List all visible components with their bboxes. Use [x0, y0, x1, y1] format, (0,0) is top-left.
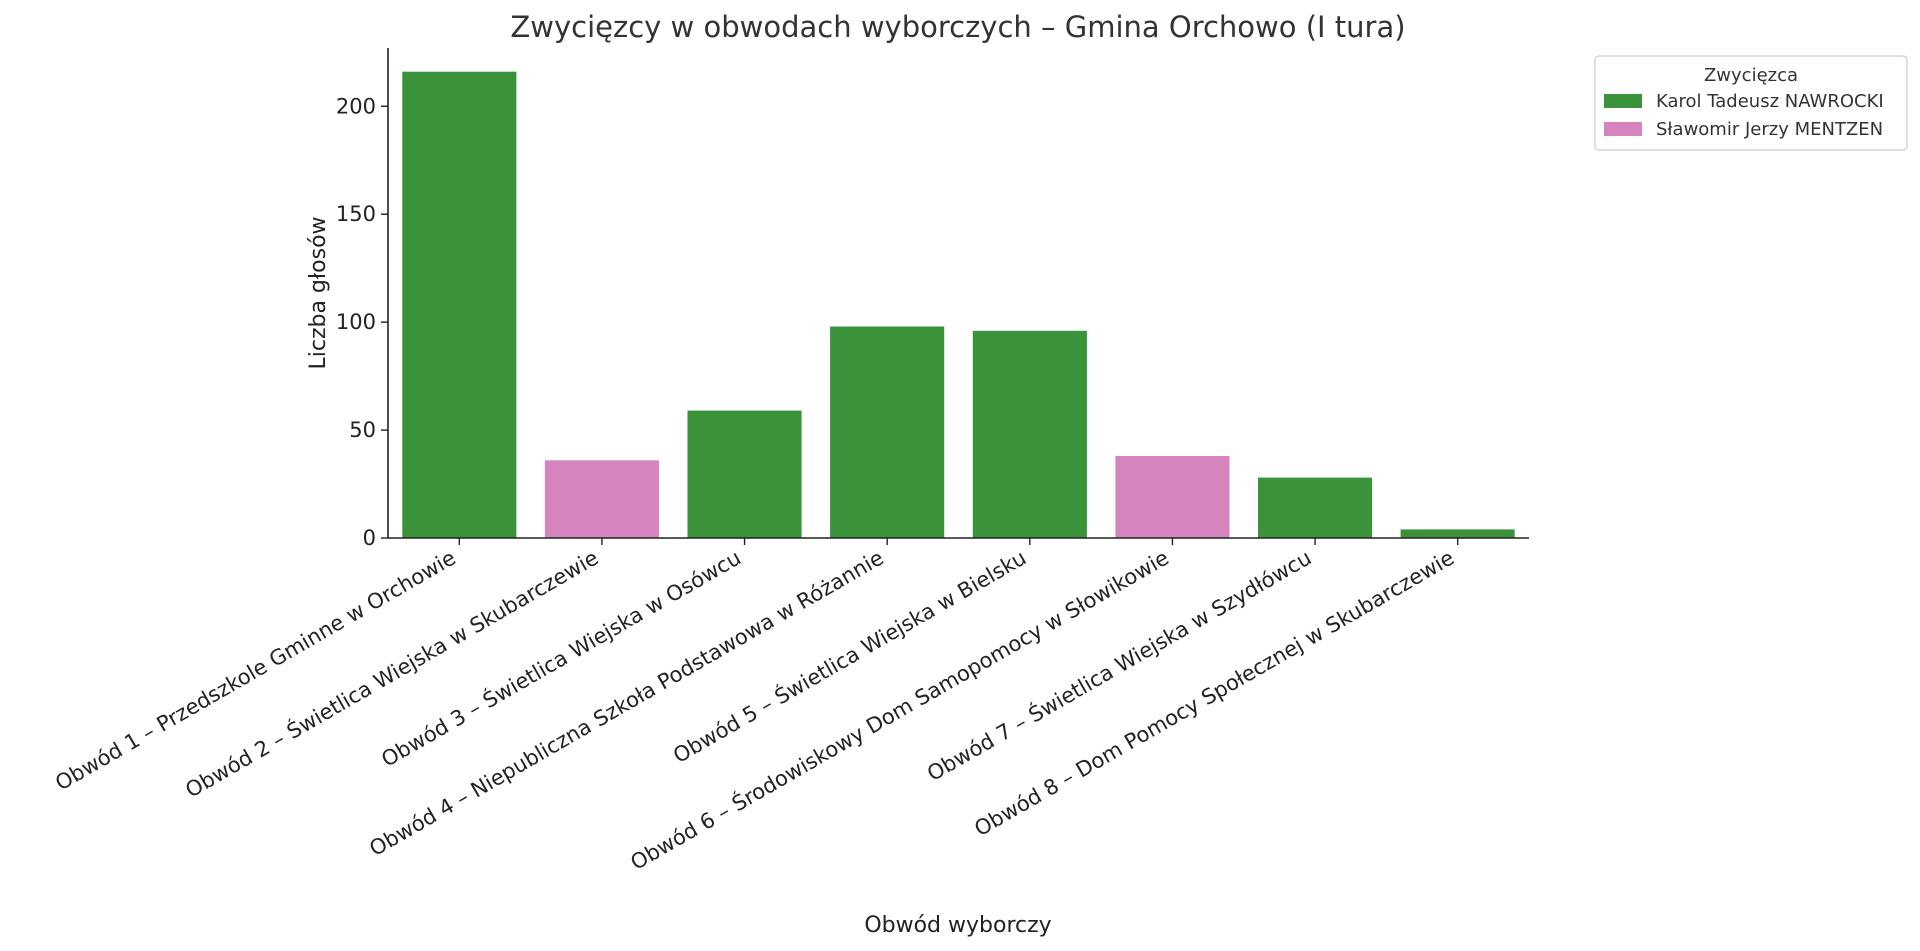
- legend-entry-label: Sławomir Jerzy MENTZEN: [1656, 119, 1883, 140]
- legend-entry-label: Karol Tadeusz NAWROCKI: [1656, 91, 1884, 112]
- x-category-label: Obwód 4 – Niepubliczna Szkoła Podstawowa…: [365, 546, 887, 861]
- y-tick-label: 200: [336, 94, 376, 118]
- legend-swatch: [1604, 94, 1642, 108]
- y-tick-label: 50: [349, 418, 376, 442]
- x-axis-ticks: Obwód 1 – Przedszkole Gminne w OrchowieO…: [51, 538, 1459, 875]
- legend-frame: [1594, 55, 1908, 151]
- bar-obwod-1: [402, 71, 517, 538]
- y-tick-label: 150: [336, 202, 376, 226]
- bar-obwod-2: [544, 460, 659, 538]
- bar-obwod-4: [830, 326, 945, 538]
- y-axis-label: Liczba głosów: [306, 216, 331, 369]
- bar-obwod-8: [1400, 529, 1515, 538]
- x-category-label: Obwód 6 – Środowiskowy Dom Samopomocy w …: [626, 545, 1173, 875]
- plot-area: 0 50 100 150 200 Obwód 1 – Przedszkole Gminn…: [51, 48, 1529, 875]
- bar-obwod-6: [1115, 456, 1230, 538]
- bar-obwod-3: [687, 410, 802, 538]
- legend-swatch: [1604, 122, 1642, 136]
- x-category-label: Obwód 8 – Dom Pomocy Społecznej w Skubar…: [970, 546, 1458, 842]
- legend-items: Karol Tadeusz NAWROCKI Sławomir Jerzy MEN…: [1604, 91, 1884, 140]
- chart-title: Zwycięzcy w obwodach wyborczych – Gmina …: [510, 10, 1405, 44]
- legend-title: Zwycięzca: [1704, 65, 1798, 86]
- x-axis-label: Obwód wyborczy: [864, 913, 1051, 938]
- y-tick-label: 0: [363, 526, 376, 550]
- y-tick-label: 100: [336, 310, 376, 334]
- y-axis-ticks: 0 50 100 150 200: [336, 94, 388, 550]
- bar-obwod-5: [972, 330, 1087, 538]
- legend: Zwycięzca Karol Tadeusz NAWROCKI Sławomir…: [1594, 55, 1908, 151]
- bars-group: [402, 71, 1515, 538]
- bar-obwod-7: [1258, 477, 1373, 538]
